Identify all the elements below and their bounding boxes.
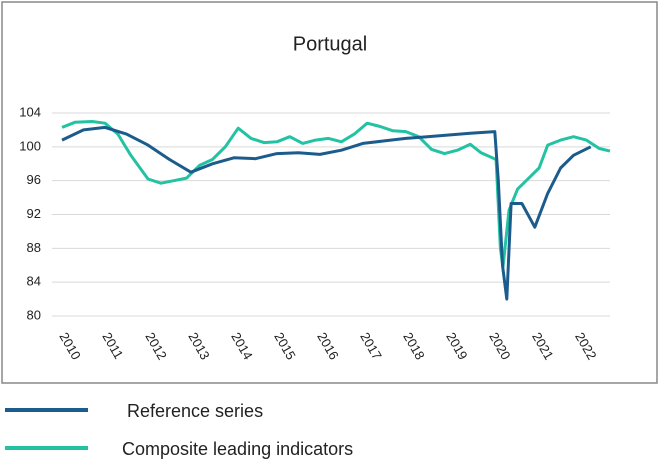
legend-label: Composite leading indicators (122, 439, 353, 459)
x-tick-label: 2021 (529, 330, 556, 363)
x-tick-label: 2022 (572, 330, 599, 363)
x-tick-label: 2011 (99, 330, 126, 362)
x-tick-label: 2013 (185, 330, 212, 363)
chart-title: Portugal (293, 33, 368, 55)
x-tick-label: 2019 (443, 330, 470, 363)
x-tick-label: 2012 (142, 330, 169, 363)
x-tick-label: 2010 (56, 330, 83, 363)
y-tick-label: 104 (19, 104, 41, 119)
series-line (61, 120, 611, 269)
x-tick-label: 2015 (271, 330, 298, 363)
x-tick-label: 2014 (228, 330, 255, 363)
x-tick-label: 2017 (357, 330, 384, 363)
y-tick-label: 92 (27, 206, 41, 221)
chart-frame (1, 1, 658, 384)
y-tick-label: 96 (27, 172, 41, 187)
y-tick-label: 88 (27, 240, 41, 255)
series-line (61, 125, 592, 301)
y-tick-label: 80 (27, 307, 41, 322)
legend-label: Reference series (127, 401, 263, 421)
x-tick-label: 2018 (400, 330, 427, 363)
y-tick-label: 84 (27, 274, 41, 289)
y-tick-label: 100 (19, 138, 41, 153)
x-tick-label: 2016 (314, 330, 341, 363)
x-tick-label: 2020 (486, 330, 513, 363)
